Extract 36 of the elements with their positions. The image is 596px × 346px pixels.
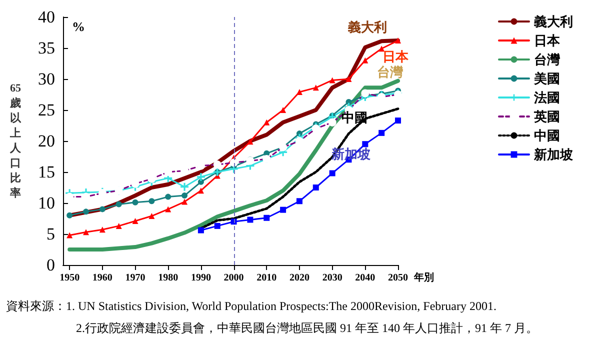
legend-label: 台灣 (534, 52, 561, 67)
x-tick-label: 1980 (158, 272, 178, 284)
text: 2.行政院經濟建設委員會，中華民國台灣地區民國 91 年至 140 年人口推計，91 年 7 月。 (76, 321, 538, 335)
legend-label: 義大利 (533, 14, 573, 29)
legend-label: 英國 (533, 109, 560, 124)
x-tick-label: 2030 (322, 272, 342, 284)
y-tick-label: 5 (46, 224, 55, 244)
x-tick-label: 1950 (60, 272, 80, 284)
legend-label: 美國 (533, 71, 560, 86)
x-tick-label: 1960 (92, 272, 112, 284)
y-tick-label: 25 (38, 100, 55, 120)
legend-label: 新加坡 (533, 147, 574, 162)
annotation: 日本 (382, 49, 410, 64)
x-tick-label: 2000 (224, 272, 244, 284)
annotation: 台灣 (377, 64, 404, 80)
y-tick-label: 30 (38, 70, 55, 88)
annotation: % (72, 19, 85, 34)
y-tick-label: 10 (38, 194, 55, 212)
y-tick-label: 0 (46, 256, 55, 274)
legend-label: 中國 (534, 128, 560, 143)
x-tick-label: 2020 (289, 272, 310, 284)
x-tick-label: 1970 (125, 272, 146, 284)
legend-label: 日本 (534, 33, 561, 48)
y-tick-label: 40 (38, 8, 55, 26)
x-axis-title: 年別 (412, 272, 434, 284)
y-tick-label: 15 (38, 162, 55, 182)
y-tick-label: 35 (38, 38, 55, 58)
legend-label: 法國 (533, 90, 560, 105)
x-tick-label: 2050 (388, 272, 408, 284)
x-tick-label: 2010 (256, 272, 277, 284)
x-tick-label: 2040 (355, 272, 376, 284)
source-note: 資料來源：1. UN Statistics Division, World Population Prospects:The 2000Revision, February 2001. (6, 299, 496, 313)
annotation: 義大利 (347, 20, 388, 35)
y-axis-title: 65歲以上人口比率 (9, 82, 22, 200)
x-tick-label: 1990 (190, 272, 211, 284)
y-tick-label: 20 (38, 132, 55, 150)
